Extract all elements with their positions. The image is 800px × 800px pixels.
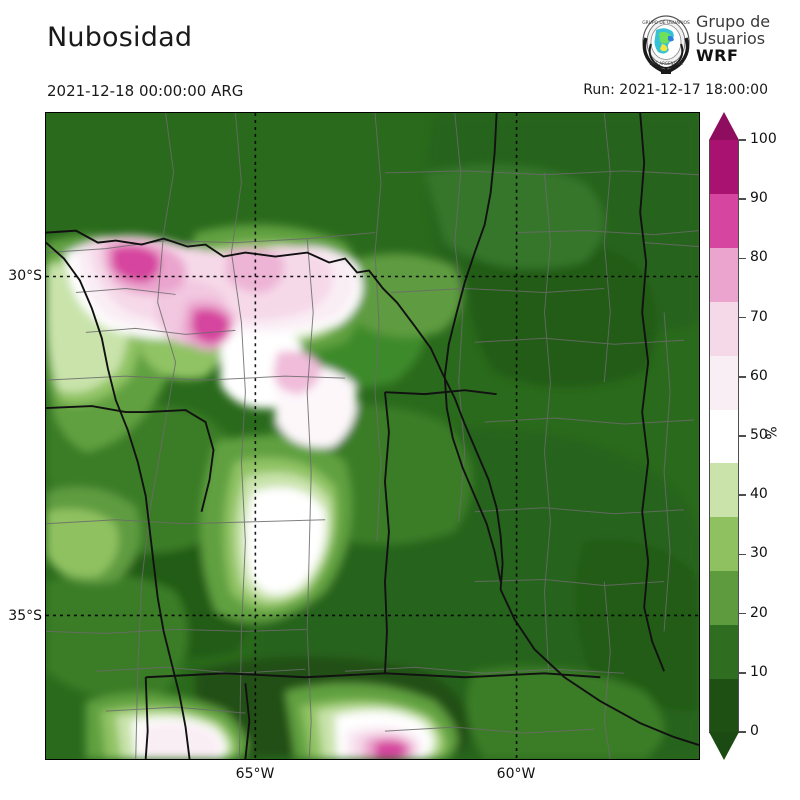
colorbar-tick [739, 139, 746, 141]
colorbar-tick [739, 435, 746, 437]
valid-time-label: 2021-12-18 00:00:00 ARG [47, 82, 244, 100]
colorbar-tick [739, 494, 746, 496]
page-title: Nubosidad [47, 22, 193, 53]
logo-line-1: Grupo de [696, 12, 771, 31]
logo-line-3: WRF [696, 46, 739, 65]
colorbar-segment [709, 409, 739, 464]
colorbar-segment [709, 516, 739, 572]
colorbar-segment [709, 624, 739, 679]
colorbar-segment [709, 301, 739, 356]
svg-text:GRUPO DE USUARIOS: GRUPO DE USUARIOS [642, 20, 690, 26]
colorbar-tick [739, 257, 746, 260]
colorbar-tick-label: 60 [750, 367, 768, 384]
colorbar-tick [739, 376, 746, 378]
colorbar-tick [739, 198, 746, 200]
colorbar-segment [709, 570, 739, 625]
logo-line-2: Usuarios [696, 29, 766, 48]
globe-seal-icon: GRUPO DE USUARIOS WRF ARGENTINA [642, 15, 690, 74]
colorbar-segment [709, 355, 739, 410]
colorbar-segment [709, 140, 739, 195]
y-tick-label-35s: 35°S [8, 608, 42, 624]
colorbar [709, 140, 739, 733]
colorbar-tick-label: 40 [750, 486, 768, 503]
colorbar-segment [709, 247, 739, 303]
colorbar-tick [739, 553, 746, 556]
colorbar-tick [739, 612, 746, 615]
svg-text:WRF ARGENTINA: WRF ARGENTINA [649, 61, 683, 66]
y-tick-label-30s: 30°S [8, 268, 42, 284]
colorbar-tick-label: 10 [750, 663, 768, 680]
colorbar-tick-label: 90 [750, 190, 768, 207]
colorbar-over-arrow [709, 112, 739, 140]
colorbar-tick [739, 316, 746, 319]
colorbar-under-arrow [709, 732, 739, 760]
run-time-label: Run: 2021-12-17 18:00:00 [583, 82, 768, 98]
logo-wordmark: Grupo de Usuarios WRF [696, 13, 770, 64]
colorbar-tick [739, 731, 746, 733]
cloud-cover-raster [46, 113, 699, 759]
colorbar-tick-label: 20 [750, 604, 768, 621]
colorbar-segment [709, 678, 739, 733]
colorbar-tick-label: 30 [750, 545, 768, 562]
colorbar-tick [739, 672, 746, 674]
x-tick-label-65w: 65°W [235, 766, 275, 782]
logo: GRUPO DE USUARIOS WRF ARGENTINA Grupo de… [638, 12, 790, 76]
colorbar-tick-label: 80 [750, 249, 768, 266]
colorbar-tick-label: 0 [750, 723, 759, 739]
colorbar-segment [709, 193, 739, 249]
x-tick-label-60w: 60°W [496, 766, 536, 782]
colorbar-tick-label: 50 [750, 427, 768, 443]
colorbar-segment [709, 462, 739, 518]
map-plot-area [45, 112, 700, 760]
colorbar-tick-label: 70 [750, 308, 768, 325]
colorbar-tick-label: 100 [750, 131, 777, 147]
